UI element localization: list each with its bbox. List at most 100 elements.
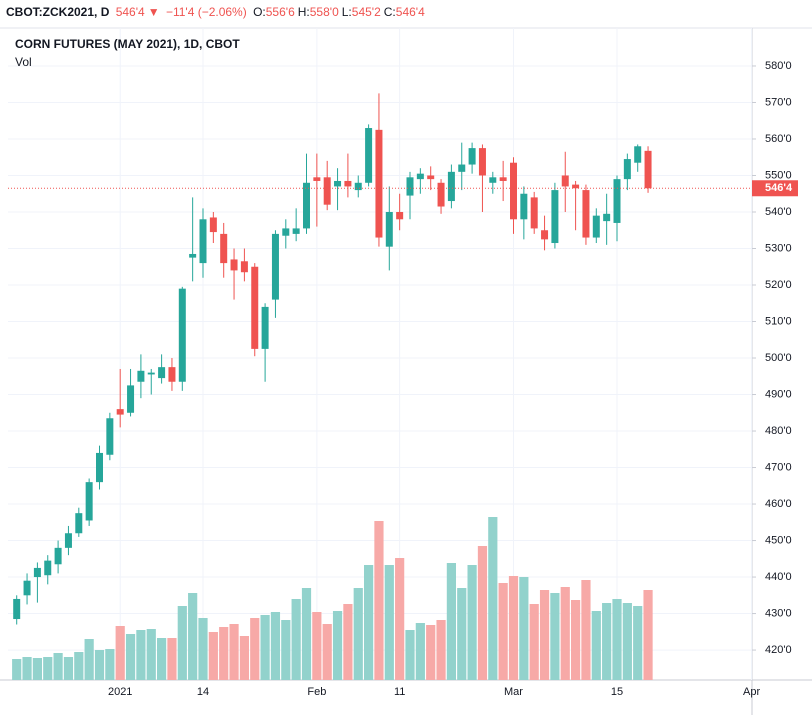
- volume-bar: [384, 565, 394, 680]
- volume-bar: [167, 638, 177, 680]
- y-tick-label: 550'0: [765, 169, 792, 181]
- candle-body: [240, 261, 248, 273]
- candle-body: [427, 175, 435, 180]
- volume-bar: [270, 612, 281, 680]
- ohlc-value: 558'0: [309, 5, 339, 19]
- candle-body: [54, 547, 62, 565]
- candle-body: [33, 567, 41, 578]
- x-tick-label: 15: [611, 686, 623, 698]
- volume-bar: [239, 636, 249, 680]
- candle-body: [592, 215, 600, 238]
- candle-body: [251, 266, 259, 349]
- volume-bar: [488, 517, 498, 680]
- y-tick-label: 480'0: [765, 425, 792, 437]
- candle-body: [220, 233, 228, 264]
- volume-bar: [198, 618, 208, 680]
- candle-body: [303, 182, 310, 229]
- volume-bar: [312, 612, 322, 680]
- candle-body: [44, 560, 52, 576]
- ohlc-value: 545'2: [351, 5, 381, 19]
- candle-body: [634, 146, 642, 163]
- candle-body: [189, 253, 197, 258]
- x-tick-label: 14: [197, 686, 209, 698]
- volume-bar: [498, 583, 508, 680]
- candle-body: [282, 228, 290, 236]
- candle-body: [158, 367, 166, 379]
- volume-bar: [529, 604, 539, 680]
- ohlc-label: C:: [383, 5, 396, 19]
- volume-bar: [260, 615, 270, 680]
- candle-body: [147, 372, 155, 375]
- volume-bar: [415, 623, 425, 680]
- candle-body: [582, 190, 590, 238]
- volume-bar: [125, 634, 136, 680]
- volume-bar: [539, 590, 550, 680]
- candle-body: [292, 228, 300, 234]
- last-price-box: [752, 180, 798, 197]
- volume-bar: [581, 580, 591, 680]
- volume-bar: [426, 625, 436, 680]
- volume-bar: [353, 588, 363, 680]
- volume-bar: [22, 657, 32, 680]
- x-tick-label: Apr: [743, 686, 760, 698]
- volume-bar: [12, 659, 22, 680]
- volume-bar: [229, 624, 239, 680]
- candle-body: [478, 148, 486, 176]
- candle-body: [116, 409, 124, 415]
- ohlc-label: L:: [341, 5, 352, 19]
- candle-body: [437, 182, 445, 207]
- y-tick-label: 580'0: [765, 60, 792, 72]
- volume-bar: [364, 565, 374, 680]
- volume-bar: [157, 638, 167, 680]
- candle-body: [96, 452, 103, 483]
- candle-body: [499, 177, 507, 181]
- candle-body: [530, 197, 538, 229]
- candle-body: [230, 259, 238, 271]
- volume-bar: [177, 606, 187, 680]
- volume-bar: [477, 546, 488, 680]
- ohlc-label: O:: [253, 5, 266, 19]
- volume-bar: [571, 600, 581, 680]
- candle-body: [396, 211, 404, 220]
- volume-bar: [219, 627, 229, 680]
- chart-title: CORN FUTURES (MAY 2021), 1D, CBOT: [15, 37, 240, 51]
- volume-bar: [519, 577, 529, 680]
- volume-bar: [446, 563, 456, 680]
- volume-bar: [612, 599, 622, 680]
- candle-body: [23, 580, 31, 596]
- volume-bar: [395, 558, 405, 680]
- volume-bar: [32, 658, 42, 680]
- volume-bar: [250, 618, 260, 680]
- volume-bar: [53, 653, 63, 680]
- candle-body: [385, 211, 393, 247]
- candle-body: [209, 217, 217, 233]
- volume-bar: [136, 630, 146, 680]
- candle-body: [551, 190, 559, 244]
- volume-bar: [322, 624, 332, 680]
- change: −11'4 (−2.06%): [165, 5, 247, 19]
- volume-bar: [281, 620, 291, 680]
- candle-body: [334, 180, 342, 187]
- candle-body: [520, 193, 528, 220]
- y-tick-label: 510'0: [765, 315, 792, 327]
- candle-body: [137, 370, 145, 382]
- volume-bar: [602, 603, 612, 680]
- volume-bar: [63, 657, 74, 680]
- candle-body: [271, 233, 279, 300]
- volume-bar: [405, 630, 415, 680]
- y-tick-label: 430'0: [765, 607, 792, 619]
- volume-bar: [74, 652, 84, 680]
- volume-bar: [208, 632, 218, 680]
- y-tick-label: 490'0: [765, 388, 792, 400]
- candle-body: [127, 385, 135, 413]
- volume-bar: [643, 590, 653, 680]
- symbol: CBOT:ZCK2021, D: [6, 5, 110, 19]
- x-tick-label: 11: [394, 686, 405, 698]
- candle-body: [75, 513, 83, 534]
- candle-body: [261, 306, 269, 349]
- candle-body: [375, 129, 383, 238]
- header: CBOT:ZCK2021, D 546'4 ▼ −11'4 (−2.06%) O:…: [6, 5, 431, 19]
- last-price-label: 546'4: [765, 182, 793, 194]
